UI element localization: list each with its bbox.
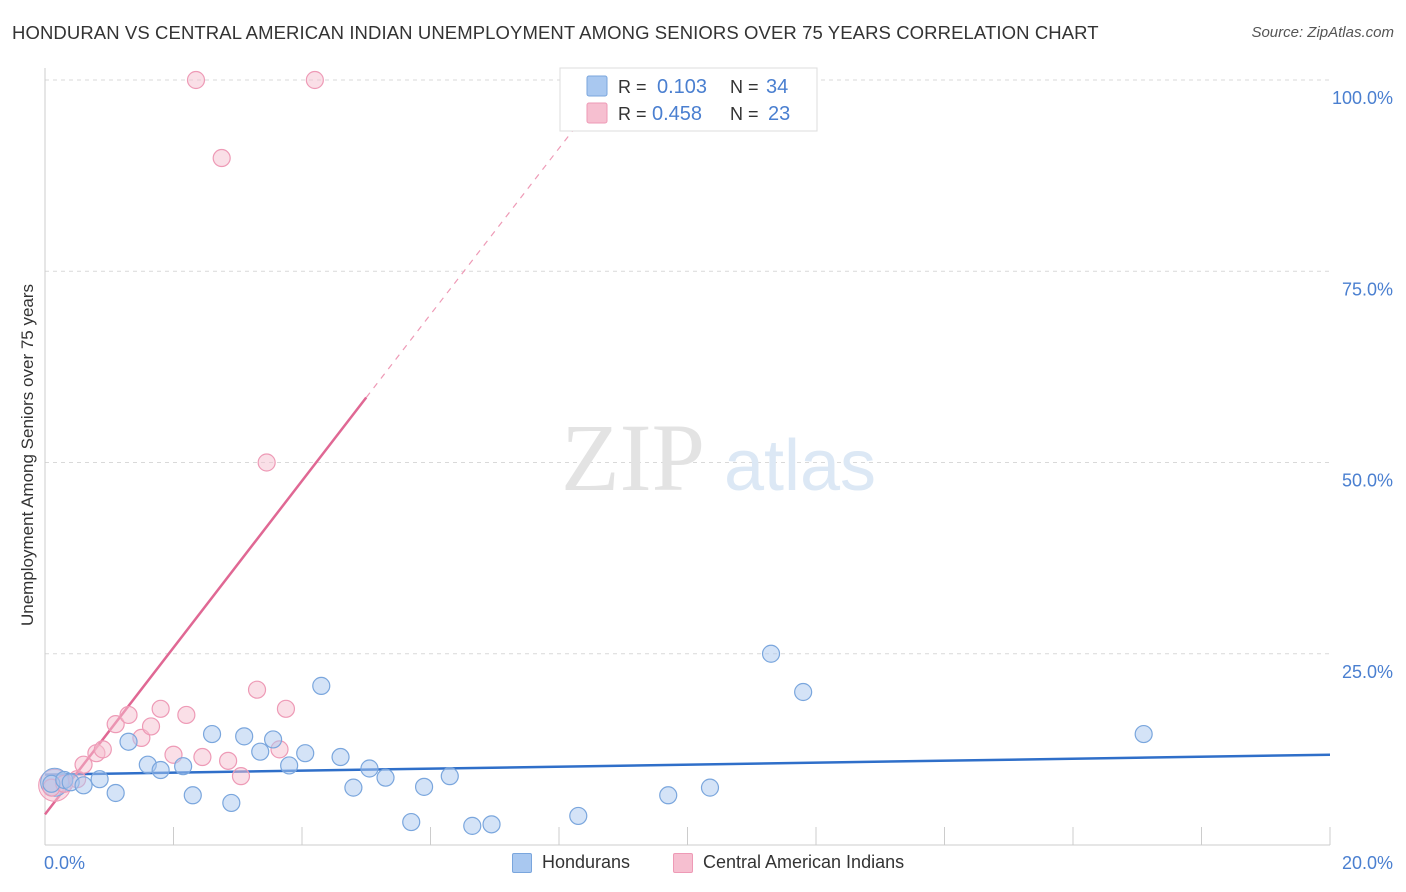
data-points [38, 70, 1153, 835]
data-point-hondurans [794, 682, 813, 702]
data-point-hondurans [90, 770, 109, 789]
bottom-legend-swatch-hondurans [512, 852, 532, 873]
data-point-hondurans [463, 816, 482, 835]
data-point-cai [141, 717, 161, 736]
bottom-legend: Hondurans Central American Indians [0, 852, 1406, 878]
data-point-hondurans [74, 776, 93, 795]
data-point-hondurans [376, 768, 395, 787]
data-point-hondurans [263, 730, 283, 749]
data-point-hondurans [1134, 724, 1153, 744]
data-point-hondurans [402, 812, 421, 832]
watermark: ZIP atlas [561, 404, 876, 511]
data-point-hondurans [414, 777, 434, 796]
legend-r-label: R = [618, 104, 647, 124]
legend-r-value-cai: 0.458 [652, 103, 702, 125]
data-point-cai [106, 715, 125, 734]
data-point-hondurans [659, 786, 678, 805]
data-point-cai [74, 755, 93, 774]
data-point-hondurans [482, 815, 501, 834]
data-point-cai [305, 70, 324, 90]
data-point-cai [151, 699, 170, 718]
data-point-hondurans [222, 793, 241, 813]
legend-swatch-hondurans [586, 75, 608, 97]
bottom-legend-item-cai: Central American Indians [673, 852, 904, 873]
data-point-cai [119, 705, 138, 725]
data-point-hondurans [151, 760, 170, 780]
tick-labels: 100.0% 75.0% 50.0% 25.0% 0.0% 20.0% [44, 88, 1393, 873]
data-point-cai [177, 705, 196, 725]
y-tick-label: 75.0% [1342, 279, 1393, 299]
data-point-hondurans [202, 724, 222, 744]
y-tick-label: 100.0% [1332, 88, 1393, 108]
data-point-hondurans [312, 676, 331, 695]
data-point-hondurans [183, 786, 202, 805]
watermark-zip: ZIP [561, 404, 705, 511]
data-point-hondurans [296, 744, 315, 763]
trend-line-cai-extension [365, 106, 592, 398]
data-point-cai [186, 70, 206, 90]
data-point-hondurans [700, 778, 720, 797]
data-point-cai [93, 740, 112, 759]
bottom-legend-label-cai: Central American Indians [703, 852, 905, 872]
legend-r-value-hondurans: 0.103 [657, 76, 707, 98]
axes [44, 68, 1331, 846]
data-point-cai [231, 767, 251, 786]
data-point-cai [257, 453, 276, 472]
watermark-atlas: atlas [724, 426, 876, 506]
bottom-legend-label-hondurans: Hondurans [542, 852, 631, 872]
legend-n-label: N = [730, 77, 759, 97]
data-point-cai [219, 751, 238, 770]
legend-n-value-hondurans: 34 [766, 76, 788, 98]
data-point-cai [212, 148, 231, 168]
legend-swatch-cai [586, 102, 608, 124]
data-point-hondurans [440, 767, 459, 786]
x-tick-label: 20.0% [1342, 853, 1393, 873]
data-point-hondurans [280, 756, 299, 775]
legend-n-label: N = [730, 104, 759, 124]
legend-r-label: R = [618, 77, 647, 97]
data-point-hondurans [119, 732, 138, 751]
data-point-hondurans [360, 759, 379, 778]
data-point-hondurans [344, 778, 363, 797]
data-point-cai [276, 699, 296, 718]
data-point-hondurans [235, 727, 254, 746]
trend-line-hondurans [44, 753, 1331, 776]
data-point-hondurans [761, 644, 781, 663]
data-point-cai [247, 680, 267, 699]
gridlines [45, 79, 1330, 655]
x-tick-label: 0.0% [44, 853, 85, 873]
source-credit: Source: ZipAtlas.com [1251, 24, 1394, 41]
y-tick-label: 50.0% [1342, 471, 1393, 491]
data-point-hondurans [569, 806, 588, 826]
data-point-cai [193, 747, 212, 767]
y-tick-label: 25.0% [1342, 662, 1393, 682]
data-point-hondurans [174, 757, 193, 776]
bottom-legend-item-hondurans: Hondurans [512, 852, 630, 873]
data-point-hondurans [106, 783, 125, 803]
legend-n-value-cai: 23 [768, 103, 790, 125]
chart-title: HONDURAN VS CENTRAL AMERICAN INDIAN UNEM… [12, 22, 1099, 43]
data-point-hondurans [331, 747, 350, 767]
data-point-hondurans [251, 742, 270, 761]
bottom-legend-swatch-cai [673, 852, 693, 873]
legend-box: R = 0.103 N = 34 R = 0.458 N = 23 [559, 67, 818, 132]
